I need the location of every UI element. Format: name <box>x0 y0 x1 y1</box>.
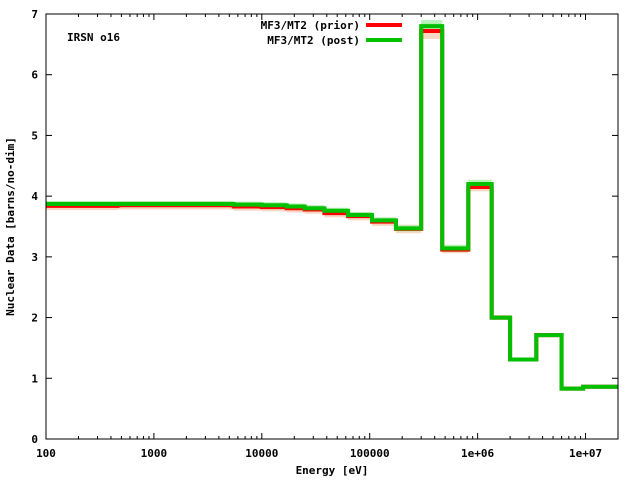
y-tick-label: 2 <box>31 312 38 325</box>
series-lines <box>46 24 618 391</box>
legend-label-post: MF3/MT2 (post) <box>267 34 360 47</box>
legend-label-prior: MF3/MT2 (prior) <box>261 19 360 32</box>
x-tick-label: 1000 <box>141 447 168 460</box>
x-tick-label: 100000 <box>350 447 390 460</box>
legend: MF3/MT2 (prior) MF3/MT2 (post) <box>261 19 402 47</box>
y-tick-label: 3 <box>31 251 38 264</box>
y-tick-label: 5 <box>31 129 38 142</box>
y-tick-label: 1 <box>31 372 38 385</box>
x-tick-label: 1e+07 <box>569 447 602 460</box>
x-tick-label: 10000 <box>245 447 278 460</box>
plot-frame <box>45 13 619 440</box>
y-tick-label: 0 <box>31 433 38 446</box>
axis-ticks: 100 1000 10000 100000 1e+06 1e+07 0 1 2 3 4 5 6 7 <box>31 8 618 460</box>
x-tick-label: 100 <box>36 447 56 460</box>
y-tick-label: 4 <box>31 190 38 203</box>
y-tick-label: 6 <box>31 69 38 82</box>
x-axis-label: Energy [eV] <box>296 464 369 477</box>
y-axis-label: Nuclear Data [barns/no-dim] <box>4 137 17 316</box>
y-tick-label: 7 <box>31 8 38 21</box>
x-tick-label: 1e+06 <box>461 447 494 460</box>
series-line-post <box>46 24 618 391</box>
chart-annotation: IRSN o16 <box>67 31 120 44</box>
